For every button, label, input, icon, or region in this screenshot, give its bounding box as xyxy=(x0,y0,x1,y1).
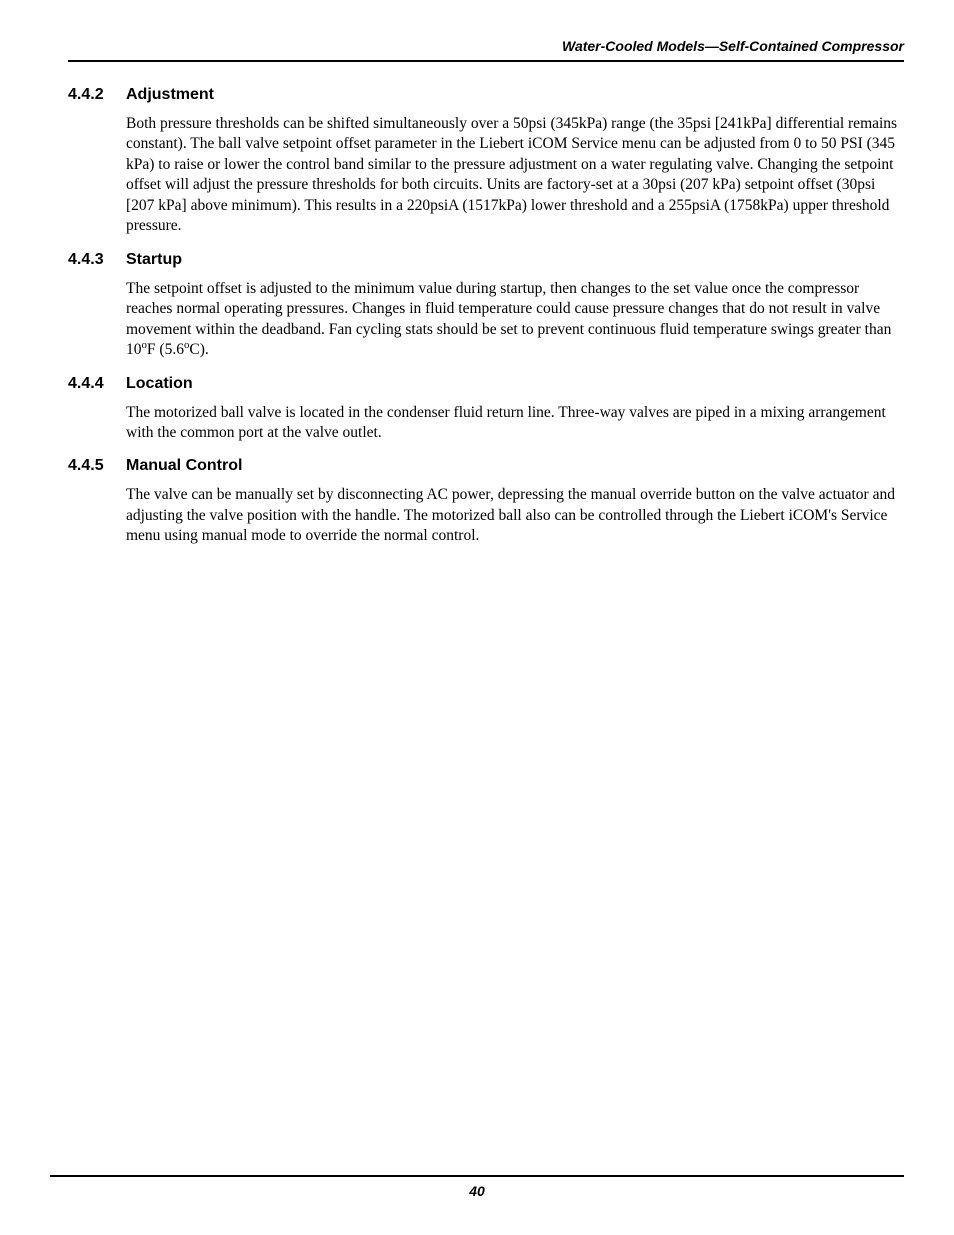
section-body: Both pressure thresholds can be shifted … xyxy=(126,114,904,237)
section-body: The motorized ball valve is located in t… xyxy=(126,403,904,444)
section-title: Location xyxy=(126,375,193,393)
section-number: 4.4.2 xyxy=(68,86,126,104)
section: 4.4.5Manual Control The valve can be manu… xyxy=(68,457,904,546)
section: 4.4.2Adjustment Both pressure thresholds … xyxy=(68,86,904,237)
section-body: The valve can be manually set by disconn… xyxy=(126,485,904,546)
running-header: Water-Cooled Models—Self-Contained Compr… xyxy=(68,38,904,62)
section-title: Adjustment xyxy=(126,86,214,104)
section-number: 4.4.5 xyxy=(68,457,126,475)
section-number: 4.4.3 xyxy=(68,251,126,269)
section-title: Startup xyxy=(126,251,182,269)
section-title: Manual Control xyxy=(126,457,242,475)
section: 4.4.4Location The motorized ball valve is… xyxy=(68,375,904,444)
sections-container: 4.4.2Adjustment Both pressure thresholds … xyxy=(68,86,904,547)
section-heading-row: 4.4.3Startup xyxy=(68,251,904,269)
section-heading-row: 4.4.2Adjustment xyxy=(68,86,904,104)
page-footer: 40 xyxy=(50,1175,904,1199)
section-heading-row: 4.4.5Manual Control xyxy=(68,457,904,475)
section-body: The setpoint offset is adjusted to the m… xyxy=(126,279,904,361)
page-number: 40 xyxy=(469,1183,485,1199)
section-number: 4.4.4 xyxy=(68,375,126,393)
section: 4.4.3Startup The setpoint offset is adjus… xyxy=(68,251,904,361)
section-heading-row: 4.4.4Location xyxy=(68,375,904,393)
